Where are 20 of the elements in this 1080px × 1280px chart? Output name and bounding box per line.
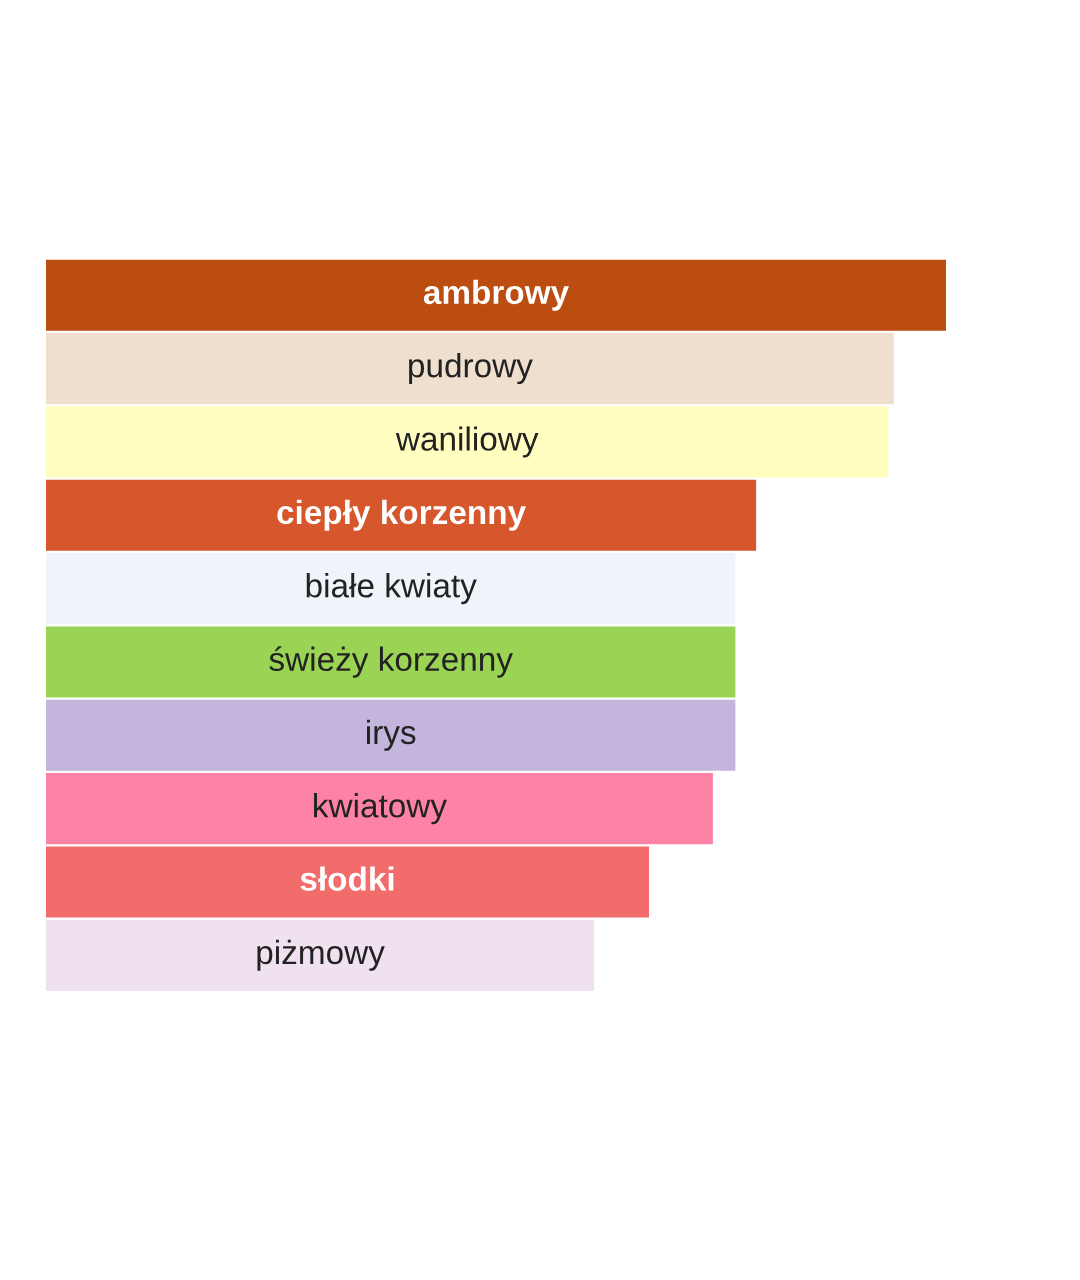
y-tick-label: pudrowy — [409, 353, 533, 385]
bar — [46, 333, 894, 405]
y-tick-label: piżmowy — [257, 939, 385, 971]
bar — [46, 919, 595, 991]
bar — [46, 553, 736, 625]
y-tick-label: irys — [367, 719, 416, 751]
y-tick-label: słodki — [300, 866, 394, 891]
bar — [46, 699, 736, 771]
y-tick-label: ciepły korzenny — [277, 499, 526, 531]
bar — [46, 479, 757, 551]
y-tick-label: ambrowy — [423, 279, 569, 311]
bar — [46, 406, 889, 478]
y-tick-label: białe kwiaty — [306, 573, 477, 605]
bar — [46, 259, 946, 331]
y-tick-label: świeży korzenny — [269, 646, 513, 678]
bar — [46, 773, 713, 845]
bar — [46, 626, 736, 698]
y-tick-label: waniliowy — [395, 426, 539, 458]
bar — [46, 846, 649, 918]
y-tick-label: kwiatowy — [314, 793, 447, 825]
